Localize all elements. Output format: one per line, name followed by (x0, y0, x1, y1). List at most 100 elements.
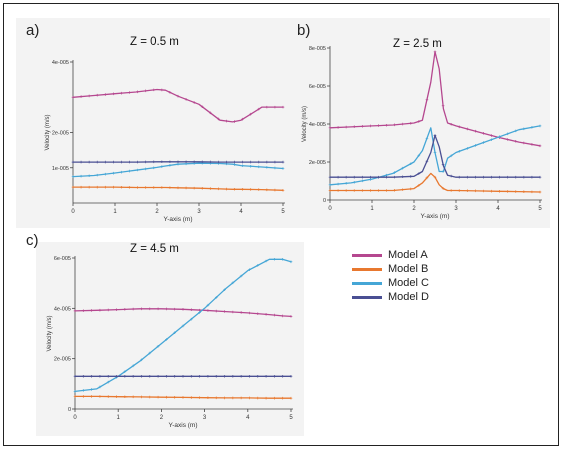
chart-c-point-model-c (273, 257, 276, 261)
chart-b-point-model-c (498, 135, 501, 139)
chart-b-x-tick-label: 4 (496, 206, 500, 212)
chart-c-point-model-b (248, 396, 251, 400)
chart-b-point-model-d (506, 175, 509, 179)
chart-a-point-model-a (192, 101, 196, 104)
chart-a-y-axis-label: Velocity (m/s) (45, 114, 51, 150)
chart-a-point-model-c (273, 166, 277, 170)
chart-a-point-model-a (257, 107, 261, 111)
chart-b-point-model-d (393, 175, 396, 179)
chart-b-point-model-b (482, 189, 485, 193)
chart-a-x-tick-label: 3 (197, 209, 201, 215)
chart-a-y-tick-label: 2e-005 (52, 131, 69, 137)
chart-b-point-model-c (466, 147, 469, 150)
chart-b-point-model-a (433, 50, 437, 54)
chart-a-point-model-a (112, 92, 115, 96)
chart-a-point-model-d (79, 160, 83, 164)
chart-b-point-model-a (393, 123, 396, 127)
chart-a-point-model-b (160, 186, 164, 189)
chart-c-point-model-a (281, 314, 284, 318)
chart-a-x-axis-label: Y-axis (m) (163, 216, 192, 223)
chart-b-point-model-c (522, 127, 526, 131)
chart-a-point-model-c (176, 162, 180, 166)
chart-a-point-model-c (104, 172, 107, 176)
chart-a-point-model-b (144, 186, 147, 189)
chart-c-point-model-b (190, 396, 193, 399)
panel-a-background (16, 18, 296, 228)
chart-c-point-model-c (181, 324, 185, 328)
chart-c-point-model-c (148, 351, 152, 355)
chart-b-point-model-c (361, 179, 364, 183)
chart-c-line-model-a (74, 308, 292, 318)
chart-a-point-model-a (79, 95, 83, 98)
chart-c-point-model-a (123, 308, 127, 311)
chart-b-point-model-a (352, 125, 356, 129)
chart-c-point-model-b (73, 395, 77, 398)
chart-b-point-model-d (441, 163, 445, 166)
chart-a-point-model-d (184, 160, 188, 164)
chart-b-point-model-b (385, 189, 388, 192)
chart-c-point-model-d (140, 374, 143, 378)
chart-a-point-model-b (184, 186, 188, 190)
chart-c-point-model-b (239, 396, 243, 400)
chart-b-point-model-b (506, 190, 509, 193)
chart-c-point-model-b (90, 395, 93, 398)
chart-a-point-model-d (241, 160, 244, 164)
chart-c-point-model-c (131, 364, 135, 368)
legend-label-model-a: Model A (388, 249, 428, 261)
chart-b-point-model-c (433, 151, 437, 154)
chart-c-point-model-d (131, 374, 135, 378)
chart-c-point-model-b (256, 396, 260, 400)
chart-b-point-model-c (449, 154, 453, 158)
chart-a-point-model-d (160, 160, 164, 164)
chart-a-point-model-c (71, 175, 75, 178)
chart-b-point-model-d (474, 175, 477, 179)
chart-c-point-model-d (273, 374, 276, 378)
chart-b-x-tick-label: 5 (538, 206, 542, 212)
chart-b-point-model-c (409, 162, 413, 166)
legend-swatch-model-d (352, 295, 382, 299)
chart-b-point-model-b (401, 188, 404, 191)
chart-c-point-model-b (273, 396, 276, 400)
chart-b-point-model-c (474, 144, 477, 147)
chart-c-line-model-c (74, 258, 292, 393)
chart-c-point-model-d (281, 374, 284, 378)
chart-b-point-model-a (449, 122, 453, 126)
chart-b-point-model-c (530, 126, 534, 129)
chart-b-point-model-d (530, 175, 534, 179)
chart-a-x-tick-label: 1 (113, 209, 117, 215)
chart-a-x-tick-label: 2 (155, 209, 159, 215)
chart-b-point-model-b (441, 187, 445, 190)
chart-c-point-model-d (165, 374, 168, 378)
legend-item-model-a: Model A (352, 248, 429, 262)
chart-b-point-model-a (530, 143, 534, 146)
chart-c-line-model-b (75, 395, 291, 399)
chart-a-point-model-b (281, 189, 285, 192)
chart-c-point-model-b (165, 395, 168, 399)
chart-c-point-model-b (198, 396, 201, 399)
chart-a-point-model-b (233, 187, 236, 191)
chart-c-point-model-d (231, 374, 235, 378)
chart-a-point-model-c (87, 174, 91, 178)
legend-swatch-model-a (352, 253, 382, 257)
chart-a-point-model-c (152, 166, 156, 170)
chart-c-point-model-a (173, 307, 176, 311)
chart-c-point-model-b (82, 395, 85, 398)
chart-c-point-model-a (98, 308, 102, 312)
chart-b-point-model-a (457, 125, 461, 129)
chart-c-point-model-a (140, 307, 143, 311)
chart-c-point-model-b (181, 396, 185, 399)
chart-a-point-model-c (257, 165, 261, 169)
chart-b-point-model-b (409, 187, 413, 191)
chart-a-point-model-d (249, 160, 252, 164)
chart-b-point-model-b (369, 189, 372, 192)
panel-label-b: b) (297, 22, 311, 39)
chart-c-point-model-c (289, 260, 293, 264)
chart-a-point-model-a (71, 95, 75, 99)
chart-b-line-model-c (329, 125, 541, 186)
chart-a-point-model-a (176, 94, 180, 98)
chart-a-point-model-a (168, 91, 172, 94)
chart-b-line-model-d (330, 134, 540, 178)
chart-b-point-model-d (385, 175, 388, 179)
chart-a-point-model-c (95, 173, 99, 177)
chart-c-point-model-c (206, 303, 210, 307)
